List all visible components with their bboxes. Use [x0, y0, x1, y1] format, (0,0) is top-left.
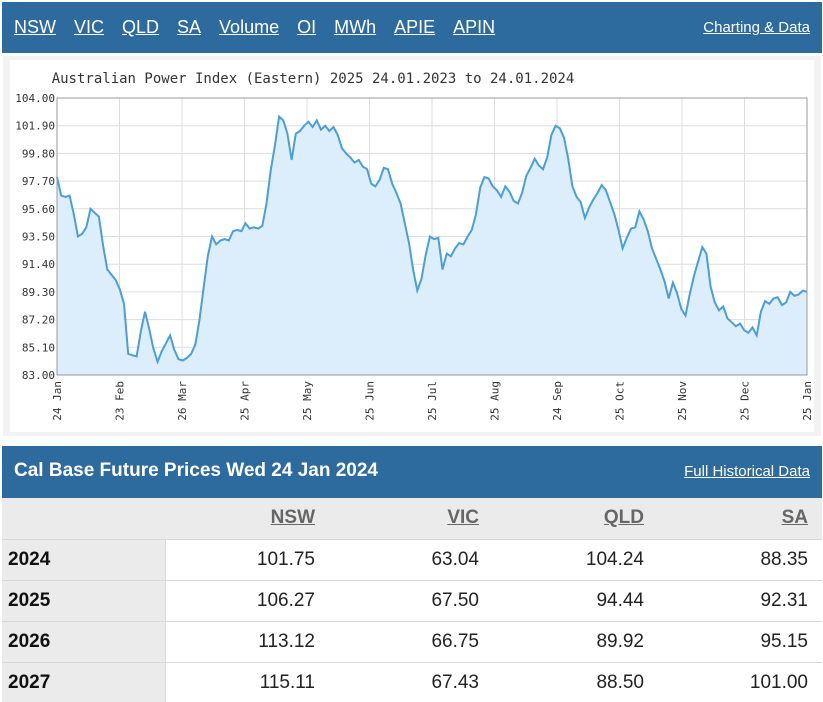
y-tick-label: 85.10 [22, 341, 55, 354]
tab-volume[interactable]: Volume [219, 17, 280, 37]
tab-apin[interactable]: APIN [453, 17, 496, 37]
x-tick-label: 26 Mar [176, 381, 189, 421]
y-tick-label: 91.40 [22, 258, 55, 271]
row-year: 2026 [2, 620, 166, 662]
cell-qld: 88.50 [493, 661, 658, 702]
table-header-row: NSW VIC QLD SA [2, 498, 822, 539]
charting-data-link[interactable]: Charting & Data [703, 19, 810, 36]
tab-oi[interactable]: OI [297, 17, 317, 37]
cell-vic: 66.75 [329, 620, 493, 662]
cell-vic: 67.43 [329, 661, 493, 702]
x-tick-label: 25 Nov [676, 381, 689, 421]
y-tick-label: 83.00 [22, 369, 55, 382]
x-tick-label: 24 Jan [51, 381, 64, 421]
series-area [57, 116, 807, 375]
full-historical-data-link[interactable]: Full Historical Data [684, 463, 810, 480]
row-year: 2027 [2, 661, 166, 702]
price-chart-panel: Australian Power Index (Eastern) 2025 24… [3, 56, 821, 436]
cell-nsw: 115.11 [165, 661, 329, 702]
x-tick-label: 23 Feb [114, 381, 127, 421]
series-line [56, 114, 808, 365]
price-index-chart: Australian Power Index (Eastern) 2025 24… [10, 60, 814, 432]
cell-qld: 89.92 [493, 620, 658, 662]
prices-title: Cal Base Future Prices Wed 24 Jan 2024 [14, 460, 378, 481]
table-row: 2025 106.27 67.50 94.44 92.31 [2, 579, 822, 621]
cell-sa: 88.35 [658, 538, 822, 580]
chart-paper [10, 60, 814, 432]
x-tick-label: 25 Jan [801, 381, 814, 421]
cell-sa: 92.31 [658, 579, 822, 621]
prices-table: NSW VIC QLD SA 2024 101.75 63.04 104.24 … [2, 498, 822, 702]
y-tick-label: 101.90 [15, 120, 55, 133]
x-tick-label: 24 Sep [551, 381, 564, 421]
cell-qld: 94.44 [493, 579, 658, 621]
tab-vic[interactable]: VIC [74, 17, 105, 37]
column-header-vic[interactable]: VIC [329, 498, 493, 539]
tab-sa[interactable]: SA [177, 17, 202, 37]
y-tick-label: 99.80 [22, 147, 55, 160]
x-tick-label: 25 Jun [364, 381, 377, 421]
x-tick-label: 25 Apr [239, 381, 252, 421]
y-tick-label: 87.20 [22, 314, 55, 327]
header-blank [2, 498, 165, 539]
y-tick-label: 97.70 [22, 175, 55, 188]
cell-sa: 101.00 [658, 661, 822, 702]
y-tick-label: 104.00 [15, 92, 55, 105]
table-row: 2027 115.11 67.43 88.50 101.00 [2, 661, 822, 702]
x-tick-label: 25 Aug [489, 381, 502, 421]
cell-qld: 104.24 [493, 538, 658, 580]
cell-vic: 63.04 [329, 538, 493, 580]
y-tick-label: 89.30 [22, 286, 55, 299]
region-nav-bar: NSW VIC QLD SA Volume OI MWh APIE APIN C… [2, 2, 822, 53]
tab-mwh[interactable]: MWh [334, 17, 377, 37]
table-row: 2026 113.12 66.75 89.92 95.15 [2, 620, 822, 662]
row-year: 2025 [2, 579, 166, 621]
table-row: 2024 101.75 63.04 104.24 88.35 [2, 538, 822, 580]
x-tick-label: 25 Jul [426, 381, 439, 421]
x-tick-label: 25 Dec [739, 381, 752, 421]
tab-nsw[interactable]: NSW [14, 17, 56, 37]
column-header-sa[interactable]: SA [658, 498, 822, 539]
x-tick-label: 25 Oct [614, 381, 627, 421]
tab-qld[interactable]: QLD [122, 17, 160, 37]
cell-vic: 67.50 [329, 579, 493, 621]
cell-sa: 95.15 [658, 620, 822, 662]
prices-header: Cal Base Future Prices Wed 24 Jan 2024 F… [2, 446, 822, 498]
cell-nsw: 113.12 [165, 620, 329, 662]
plot-frame [56, 97, 808, 376]
cell-nsw: 101.75 [165, 538, 329, 580]
column-header-qld[interactable]: QLD [493, 498, 658, 539]
column-header-nsw[interactable]: NSW [165, 498, 329, 539]
x-tick-label: 25 May [301, 381, 314, 421]
y-tick-label: 93.50 [22, 231, 55, 244]
cell-nsw: 106.27 [165, 579, 329, 621]
chart-title: Australian Power Index (Eastern) 2025 24… [52, 71, 575, 87]
row-year: 2024 [2, 538, 166, 580]
y-tick-label: 95.60 [22, 203, 55, 216]
tab-apie[interactable]: APIE [394, 17, 436, 37]
